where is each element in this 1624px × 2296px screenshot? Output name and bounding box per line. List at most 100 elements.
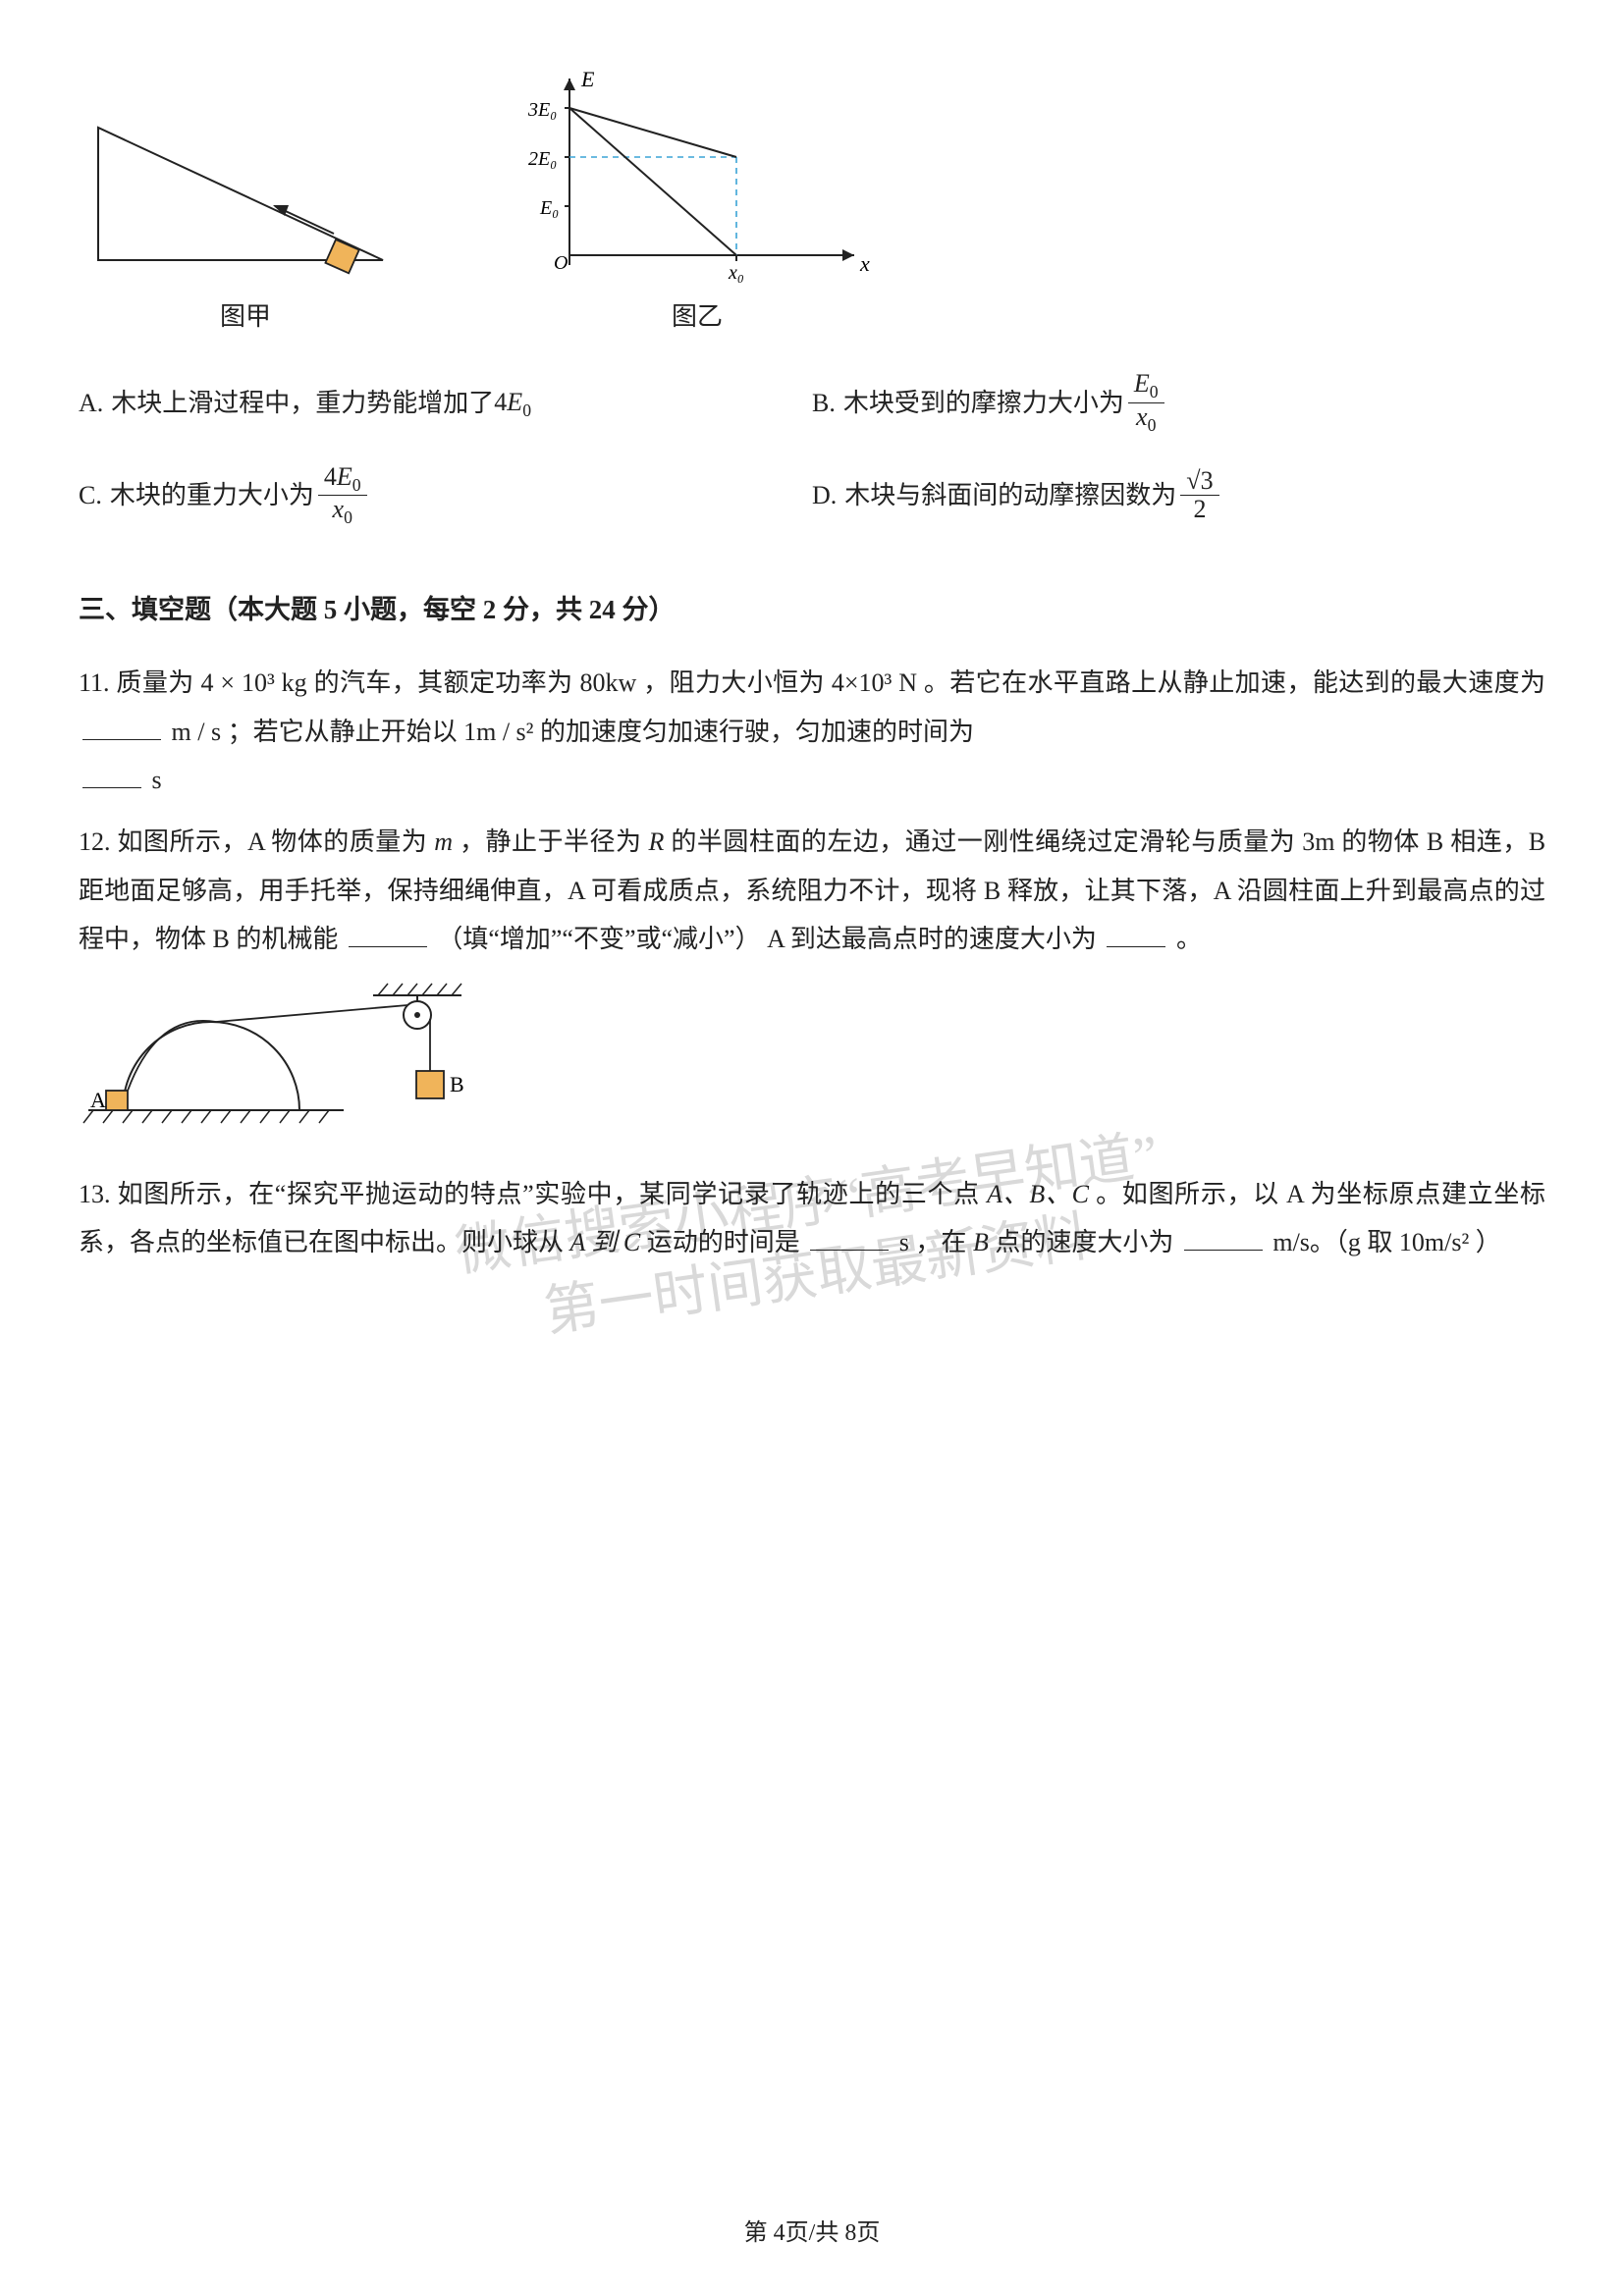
options-row: A. 木块上滑过程中，重力势能增加了 4E0 B. 木块受到的摩擦力大小为 E0… (79, 370, 1545, 556)
semicircle (123, 1022, 299, 1110)
q13-AC: A 到 C (570, 1228, 641, 1256)
option-A: A. 木块上滑过程中，重力势能增加了 4E0 (79, 370, 812, 435)
option-C: C. 木块的重力大小为 4E0 x0 (79, 463, 812, 528)
triangle (98, 128, 383, 260)
optB-text: 木块受到的摩擦力大小为 (843, 379, 1124, 427)
optA-four: 4 (494, 388, 507, 416)
q12-t1: ，静止于半径为 (460, 828, 641, 856)
optC-label: C. (79, 471, 102, 519)
q11-blank2 (82, 766, 141, 788)
line1 (569, 108, 736, 255)
optC-x: x (333, 495, 345, 523)
fig-jia-wrap: 图甲 (79, 98, 412, 341)
q13-pts: A、B、C (987, 1180, 1089, 1208)
q11-mass: 4 × 10³ kg (201, 668, 307, 697)
optA-label: A. (79, 379, 103, 427)
q12-R: R (648, 828, 664, 856)
optC-den: x0 (327, 496, 358, 528)
q12-blank2 (1107, 925, 1165, 947)
optB-xsub: 0 (1148, 415, 1157, 435)
q12-blank1 (349, 925, 427, 947)
q11: 11. 质量为 4 × 10³ kg 的汽车，其额定功率为 80kw ，阻力大小… (79, 659, 1545, 804)
x-arrow (842, 249, 854, 261)
q12-t4: A 到达最高点时的速度大小为 (767, 925, 1097, 953)
q13-blank1 (810, 1228, 889, 1251)
q12-p: 12. 如图所示，A 物体的质量为 (79, 828, 427, 856)
optC-text: 木块的重力大小为 (110, 471, 314, 519)
q13: 13. 如图所示，在“探究平抛运动的特点”实验中，某同学记录了轨迹上的三个点 A… (79, 1170, 1545, 1267)
optA-E: E (507, 388, 522, 416)
ground-hatch (83, 1110, 329, 1123)
optA-text: 木块上滑过程中，重力势能增加了 (111, 379, 494, 427)
fig-yi-caption: 图乙 (672, 293, 723, 341)
option-B: B. 木块受到的摩擦力大小为 E0 x0 (812, 370, 1545, 435)
optC-Esub: 0 (352, 475, 361, 495)
q11-power: 80kw (579, 668, 636, 697)
block-A (106, 1091, 128, 1110)
A-label: A (90, 1088, 106, 1112)
optD-text: 木块与斜面间的动摩擦因数为 (844, 471, 1176, 519)
q12-mB: 3m (1302, 828, 1334, 856)
optC-4: 4 (324, 462, 337, 491)
optA-sub: 0 (522, 400, 531, 420)
optC-E: E (337, 462, 352, 491)
q11-t2: ，阻力大小恒为 (643, 668, 825, 697)
q11-t4: ；若它从静止开始以 (228, 718, 458, 746)
q13-u2: m/s。（g 取 (1272, 1228, 1392, 1256)
q11-t3: 。若它在水平直路上从静止加速，能达到的最大速度为 (924, 668, 1545, 697)
q13-B: B (973, 1228, 995, 1256)
q11-t1: 的汽车，其额定功率为 (314, 668, 573, 697)
optC-frac: 4E0 x0 (318, 463, 367, 528)
block (325, 240, 358, 273)
ceiling-hatch (378, 984, 461, 995)
q13-t2: 运动的时间是 (647, 1228, 800, 1256)
optB-num: E0 (1128, 370, 1164, 402)
ytick3-label: 3E₀ (527, 99, 557, 121)
q13-p: 13. 如图所示，在“探究平抛运动的特点”实验中，某同学记录了轨迹上的三个点 (79, 1180, 980, 1208)
q13-u1: s (899, 1228, 909, 1256)
origin-label: O (554, 252, 568, 274)
q12: 12. 如图所示，A 物体的质量为 m ，静止于半径为 R 的半圆柱面的左边，通… (79, 818, 1545, 963)
q12-t2: 的半圆柱面的左边，通过一刚性绳绕过定滑轮与质量为 (671, 828, 1295, 856)
fig-jia-caption: 图甲 (220, 293, 271, 341)
page-content: 图甲 E x O E₀ 2E₀ 3E₀ x₀ (79, 69, 1545, 1267)
q12-m: m (434, 828, 453, 856)
q13-t4: 点的速度大小为 (995, 1228, 1173, 1256)
rope1 (128, 1005, 407, 1091)
q13-g: 10m/s² (1399, 1228, 1469, 1256)
page-footer: 第 4页/共 8页 (79, 2212, 1545, 2257)
fig-jia-svg (79, 98, 412, 285)
y-arrow (564, 79, 575, 90)
q11-force: 4×10³ N (832, 668, 917, 697)
optB-den: x0 (1130, 403, 1162, 436)
q11-u2: s (152, 766, 162, 794)
block-group (325, 240, 358, 273)
B-label: B (450, 1072, 464, 1096)
q11-blank1 (82, 717, 161, 739)
block-B (416, 1071, 444, 1098)
section3-title: 三、填空题（本大题 5 小题，每空 2 分，共 24 分） (79, 585, 1545, 635)
fig12-wrap: A B (79, 978, 1545, 1150)
xtick-label: x₀ (728, 262, 744, 284)
q12-hint: （填“增加”“不变”或“减小”） (437, 925, 760, 953)
fig-yi-wrap: E x O E₀ 2E₀ 3E₀ x₀ 图乙 (511, 69, 884, 341)
fig-yi-svg: E x O E₀ 2E₀ 3E₀ x₀ (511, 69, 884, 285)
x-label: x (859, 251, 870, 276)
option-D: D. 木块与斜面间的动摩擦因数为 √3 2 (812, 463, 1545, 528)
q11-u1: m / s (172, 718, 222, 746)
optB-Esub: 0 (1150, 383, 1159, 402)
optC-num: 4E0 (318, 463, 367, 496)
q11-p: 11. 质量为 (79, 668, 194, 697)
optB-x: x (1136, 402, 1148, 431)
q12-period: 。 (1176, 925, 1202, 953)
y-label: E (580, 69, 595, 91)
ytick1-label: E₀ (539, 197, 559, 219)
pulley-axle (414, 1012, 420, 1018)
q13-t5: ） (1476, 1228, 1501, 1256)
optB-label: B. (812, 379, 836, 427)
q13-t3: ，在 (915, 1228, 966, 1256)
line2 (569, 108, 736, 157)
optB-E: E (1134, 369, 1150, 398)
optD-frac: √3 2 (1180, 467, 1218, 524)
q13-blank2 (1184, 1228, 1263, 1251)
